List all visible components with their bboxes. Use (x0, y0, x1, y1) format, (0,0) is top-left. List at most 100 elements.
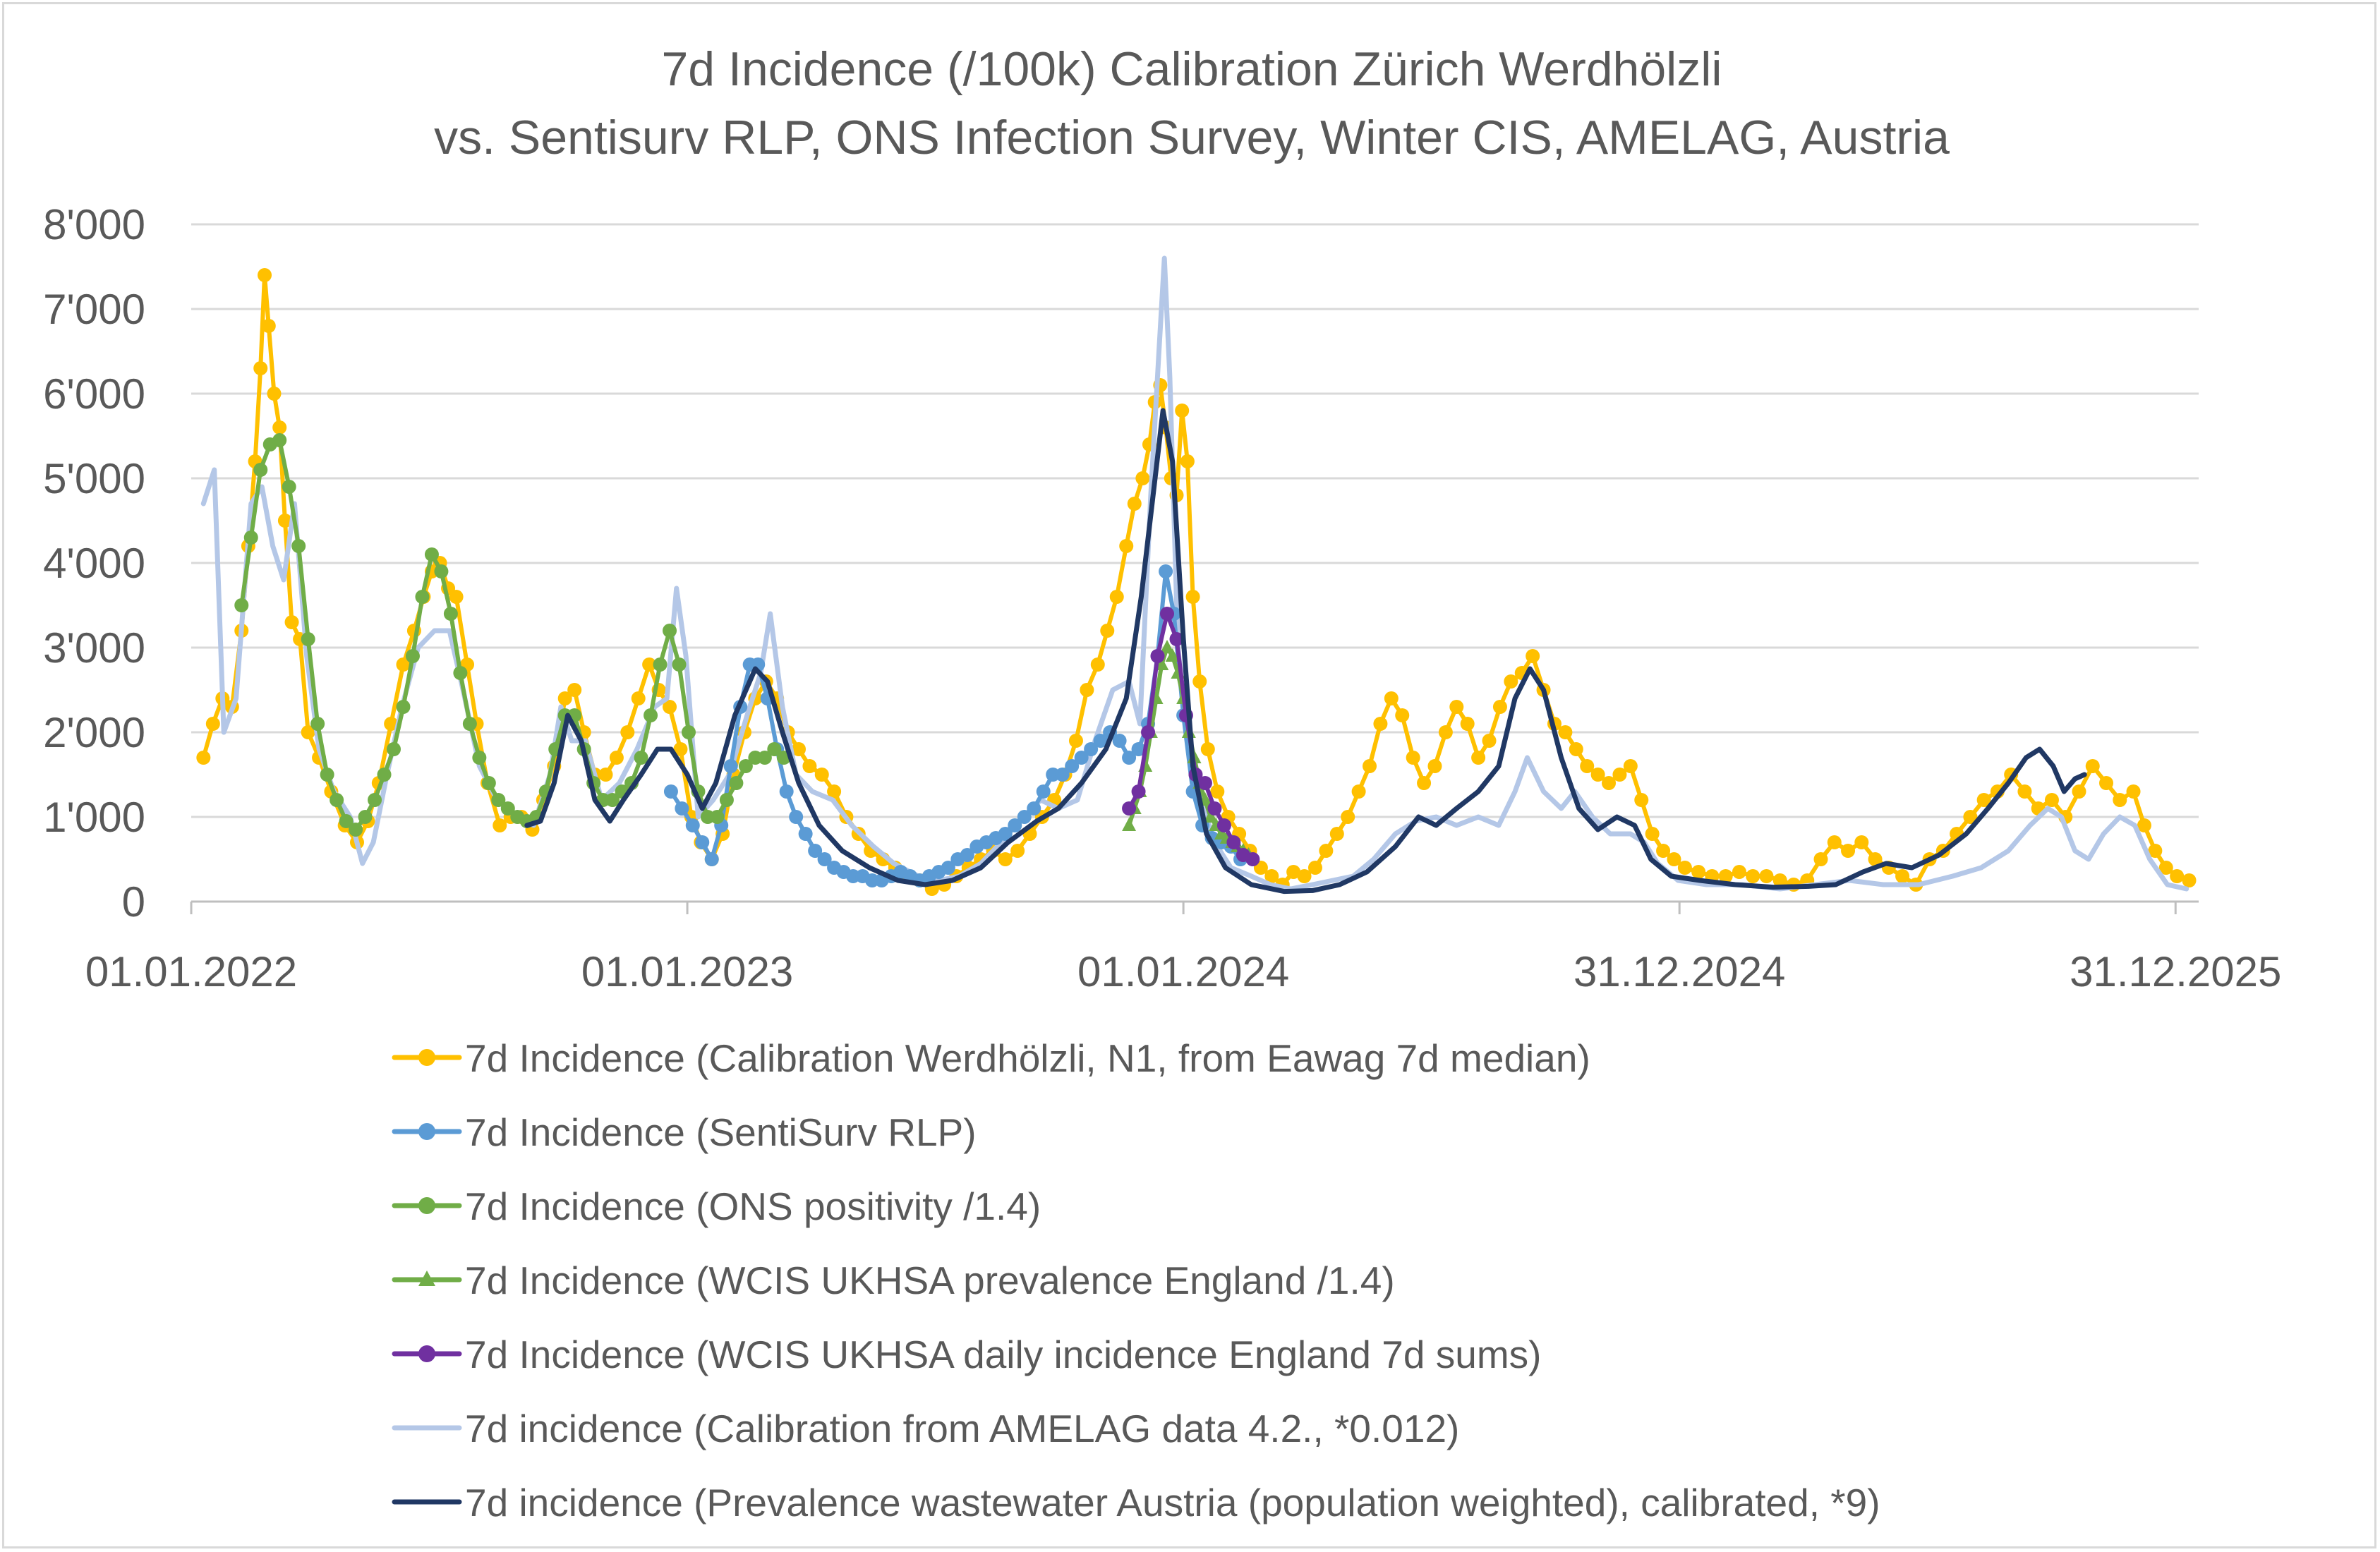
data-point (653, 657, 668, 672)
data-point (792, 742, 807, 756)
data-point (1395, 708, 1410, 722)
data-point (258, 268, 272, 282)
data-point (644, 708, 658, 722)
legend-item: 7d Incidence (SentiSurv RLP) (392, 1110, 977, 1154)
data-point (301, 725, 315, 739)
data-point (1122, 751, 1137, 765)
data-point (998, 852, 1013, 866)
legend-marker (418, 1049, 435, 1066)
series-line (668, 569, 1243, 883)
data-point (500, 801, 515, 816)
data-point (1718, 869, 1733, 883)
data-point (631, 691, 646, 705)
data-point (2126, 784, 2141, 799)
data-point (1471, 751, 1486, 765)
data-point (1122, 818, 1137, 831)
data-point (1827, 835, 1842, 849)
data-point (493, 818, 507, 832)
data-point (1008, 818, 1022, 832)
data-point (1677, 861, 1692, 875)
data-point (634, 751, 648, 765)
data-point (1427, 759, 1442, 773)
data-point (685, 818, 700, 832)
data-point (675, 801, 689, 816)
data-point (196, 751, 211, 765)
y-tick-label: 6'000 (43, 370, 145, 418)
legend-marker (418, 1271, 435, 1286)
data-point (1160, 640, 1175, 653)
data-point (1165, 648, 1180, 662)
data-point (1216, 818, 1231, 832)
data-point (1492, 700, 1507, 714)
data-point (779, 784, 794, 799)
data-point (1055, 768, 1070, 782)
data-point (1210, 784, 1225, 799)
data-point (1813, 852, 1828, 866)
data-point (1112, 734, 1127, 748)
legend-item: 7d Incidence (WCIS UKHSA daily incidence… (392, 1333, 1541, 1376)
chart-title: 7d Incidence (/100k) Calibration Zürich … (661, 42, 1722, 96)
data-point (349, 823, 363, 837)
data-point (368, 793, 382, 807)
data-point (1691, 865, 1706, 879)
data-point (1634, 793, 1649, 807)
legend-marker (418, 1123, 435, 1140)
data-point (453, 666, 468, 680)
data-point (1131, 742, 1146, 756)
data-point (1192, 674, 1207, 689)
data-point (1351, 784, 1366, 799)
data-point (1010, 844, 1025, 858)
data-point (738, 759, 753, 773)
data-point (1122, 801, 1137, 816)
y-tick-label: 3'000 (43, 624, 145, 672)
data-point (1732, 865, 1746, 879)
data-point (960, 848, 974, 862)
data-point (757, 751, 772, 765)
x-axis-ticks: 01.01.2022 01.01.2023 01.01.2024 31.12.2024… (85, 902, 2281, 995)
data-point (1667, 852, 1681, 866)
data-point (1645, 827, 1660, 841)
data-point (434, 564, 449, 578)
data-point (1080, 683, 1094, 697)
data-point (1226, 835, 1241, 849)
data-point (1185, 590, 1200, 604)
legend: 7d Incidence (Calibration Werdhölzli, N1… (392, 1036, 1880, 1524)
data-point (358, 810, 373, 824)
data-point (253, 463, 268, 477)
y-tick-label: 1'000 (43, 794, 145, 841)
legend-item: 7d incidence (Prevalence wastewater Aust… (392, 1481, 1880, 1524)
data-point (767, 742, 782, 756)
data-point (491, 793, 506, 807)
data-point (2044, 793, 2059, 807)
legend-label: 7d incidence (Calibration from AMELAG da… (465, 1407, 1459, 1450)
data-point (1868, 852, 1883, 866)
data-point (808, 844, 823, 858)
data-point (1068, 734, 1083, 748)
data-point (396, 700, 411, 714)
x-tick-label: 31.12.2025 (2070, 948, 2281, 995)
data-point (1065, 759, 1080, 773)
legend-label: 7d Incidence (Calibration Werdhölzli, N1… (465, 1036, 1590, 1080)
data-point (1141, 725, 1156, 739)
data-point (1854, 835, 1869, 849)
data-point (1460, 717, 1475, 731)
data-point (1307, 861, 1322, 875)
data-point (798, 827, 813, 841)
data-point (234, 598, 249, 612)
data-point (567, 683, 582, 697)
data-point (1417, 776, 1432, 790)
data-point (1384, 691, 1399, 705)
data-point (1027, 801, 1041, 816)
data-point (1373, 717, 1388, 731)
data-point (1084, 742, 1099, 756)
data-point (673, 742, 688, 756)
data-point (1119, 539, 1134, 553)
data-point (1590, 768, 1605, 782)
data-point (282, 480, 296, 494)
data-point (1526, 649, 1540, 663)
data-point (598, 768, 613, 782)
data-point (1558, 725, 1573, 739)
data-point (729, 776, 744, 790)
data-point (1207, 801, 1222, 816)
legend-item: 7d Incidence (ONS positivity /1.4) (392, 1184, 1041, 1228)
